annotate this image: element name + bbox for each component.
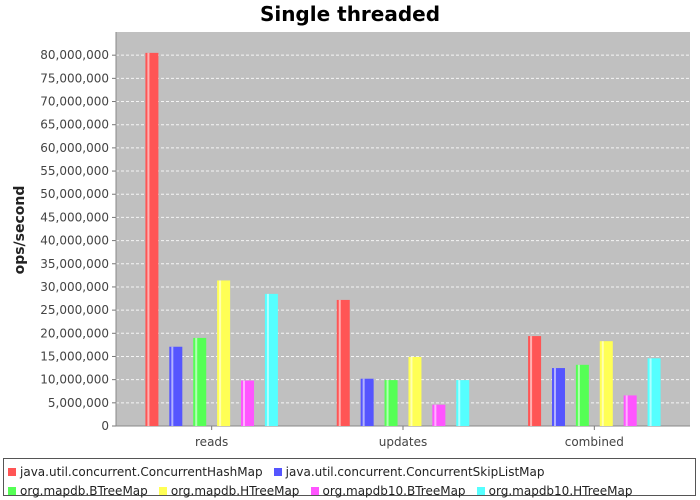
bar: [528, 336, 542, 426]
bar-highlight: [147, 52, 150, 426]
legend-swatch: [310, 487, 319, 495]
legend-swatch: [8, 468, 16, 476]
y-tick-label: 65,000,000: [40, 118, 109, 132]
bar-highlight: [553, 368, 556, 426]
bar: [623, 395, 637, 426]
bar: [408, 356, 422, 426]
y-tick-label: 0: [101, 419, 109, 433]
bar-highlight: [386, 380, 389, 426]
legend-label: org.mapdb.HTreeMap: [170, 484, 300, 498]
bar-highlight: [434, 404, 437, 426]
bar: [432, 404, 446, 426]
legend-swatch: [476, 487, 485, 495]
y-tick-label: 45,000,000: [40, 210, 109, 224]
bar-highlight: [530, 336, 533, 426]
y-tick-label: 80,000,000: [40, 48, 109, 62]
bar-highlight: [219, 280, 222, 426]
legend-label: java.util.concurrent.ConcurrentHashMap: [20, 465, 263, 479]
plot-area: [116, 32, 690, 426]
legend-item: java.util.concurrent.ConcurrentHashMap: [8, 465, 263, 479]
y-tick-label: 75,000,000: [40, 71, 109, 85]
legend-item: org.mapdb10.BTreeMap: [310, 484, 466, 498]
bar: [384, 380, 398, 426]
y-tick-label: 10,000,000: [40, 373, 109, 387]
bar: [336, 299, 350, 426]
y-tick-label: 35,000,000: [40, 257, 109, 271]
y-tick-label: 55,000,000: [40, 164, 109, 178]
legend-item: org.mapdb.BTreeMap: [8, 484, 148, 498]
legend-item: org.mapdb10.HTreeMap: [476, 484, 633, 498]
y-tick-label: 60,000,000: [40, 141, 109, 155]
legend-row: org.mapdb.BTreeMap org.mapdb.HTreeMap or…: [8, 480, 638, 498]
y-tick-label: 50,000,000: [40, 187, 109, 201]
legend-swatch: [158, 487, 167, 495]
legend-item: org.mapdb.HTreeMap: [158, 484, 300, 498]
y-tick-label: 20,000,000: [40, 326, 109, 340]
bar: [193, 337, 207, 426]
bar: [360, 378, 374, 426]
bar-highlight: [410, 356, 413, 426]
bar: [241, 380, 255, 426]
bar-highlight: [362, 378, 365, 426]
bar: [217, 280, 231, 426]
bar: [456, 380, 470, 426]
y-tick-label: 30,000,000: [40, 280, 109, 294]
legend-item: java.util.concurrent.ConcurrentSkipListM…: [273, 465, 545, 479]
bar-highlight: [171, 346, 174, 426]
bar-highlight: [649, 358, 652, 426]
bar-highlight: [625, 395, 628, 426]
bar-highlight: [195, 337, 198, 426]
bar-highlight: [243, 380, 246, 426]
legend-label: org.mapdb.BTreeMap: [20, 484, 148, 498]
y-tick-label: 70,000,000: [40, 95, 109, 109]
x-tick-label: updates: [379, 435, 428, 449]
bar-highlight: [577, 364, 580, 426]
bar: [145, 52, 159, 426]
legend-label: java.util.concurrent.ConcurrentSkipListM…: [285, 465, 545, 479]
chart-title: Single threaded: [259, 2, 441, 26]
x-tick-label: combined: [565, 435, 624, 449]
bar-highlight: [458, 380, 461, 426]
bar: [647, 358, 661, 426]
legend-swatch: [273, 468, 282, 476]
y-tick-label: 15,000,000: [40, 349, 109, 363]
bar-highlight: [266, 293, 269, 426]
x-tick-label: reads: [195, 435, 228, 449]
bar: [575, 364, 589, 426]
y-tick-label: 25,000,000: [40, 303, 109, 317]
bar: [599, 341, 613, 426]
y-axis-label: ops/second: [12, 185, 28, 275]
bar-highlight: [601, 341, 604, 426]
bar: [264, 293, 278, 426]
legend-label: org.mapdb10.BTreeMap: [322, 484, 466, 498]
legend-label: org.mapdb10.HTreeMap: [488, 484, 633, 498]
bar: [551, 368, 565, 426]
y-tick-label: 5,000,000: [48, 396, 109, 410]
legend: java.util.concurrent.ConcurrentHashMap j…: [3, 458, 696, 498]
y-tick-label: 40,000,000: [40, 234, 109, 248]
legend-swatch: [8, 487, 16, 495]
bar: [169, 346, 183, 426]
bar-highlight: [338, 299, 341, 426]
legend-row: java.util.concurrent.ConcurrentHashMap j…: [8, 461, 551, 479]
